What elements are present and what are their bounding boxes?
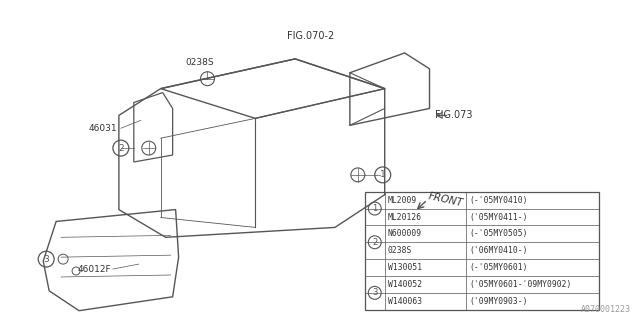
Text: N600009: N600009 <box>388 229 422 238</box>
Text: 46031: 46031 <box>89 124 118 133</box>
Bar <box>365 192 599 310</box>
Text: FRONT: FRONT <box>428 191 465 208</box>
Text: 3: 3 <box>372 288 378 297</box>
Text: (-'05MY0410): (-'05MY0410) <box>469 196 528 205</box>
Text: ('05MY0411-): ('05MY0411-) <box>469 212 528 221</box>
Text: ML20126: ML20126 <box>388 212 422 221</box>
Text: ('06MY0410-): ('06MY0410-) <box>469 246 528 255</box>
Text: (-'05MY0601): (-'05MY0601) <box>469 263 528 272</box>
Text: ('05MY0601-'09MY0902): ('05MY0601-'09MY0902) <box>469 280 572 289</box>
Text: A070001223: A070001223 <box>580 305 630 314</box>
Text: 1: 1 <box>380 170 386 180</box>
Text: W140063: W140063 <box>388 297 422 306</box>
Text: FIG.070-2: FIG.070-2 <box>287 31 334 41</box>
Text: ML2009: ML2009 <box>388 196 417 205</box>
Text: 0238S: 0238S <box>388 246 412 255</box>
Text: 3: 3 <box>44 255 49 264</box>
Text: 2: 2 <box>118 144 124 153</box>
Text: ('09MY0903-): ('09MY0903-) <box>469 297 528 306</box>
Text: (-'05MY0505): (-'05MY0505) <box>469 229 528 238</box>
Text: 1: 1 <box>372 204 378 213</box>
Text: FIG.073: FIG.073 <box>435 110 472 120</box>
Text: 2: 2 <box>372 238 378 247</box>
Text: 0238S: 0238S <box>186 58 214 67</box>
Text: W130051: W130051 <box>388 263 422 272</box>
Text: W140052: W140052 <box>388 280 422 289</box>
Text: 46012F: 46012F <box>77 265 111 274</box>
